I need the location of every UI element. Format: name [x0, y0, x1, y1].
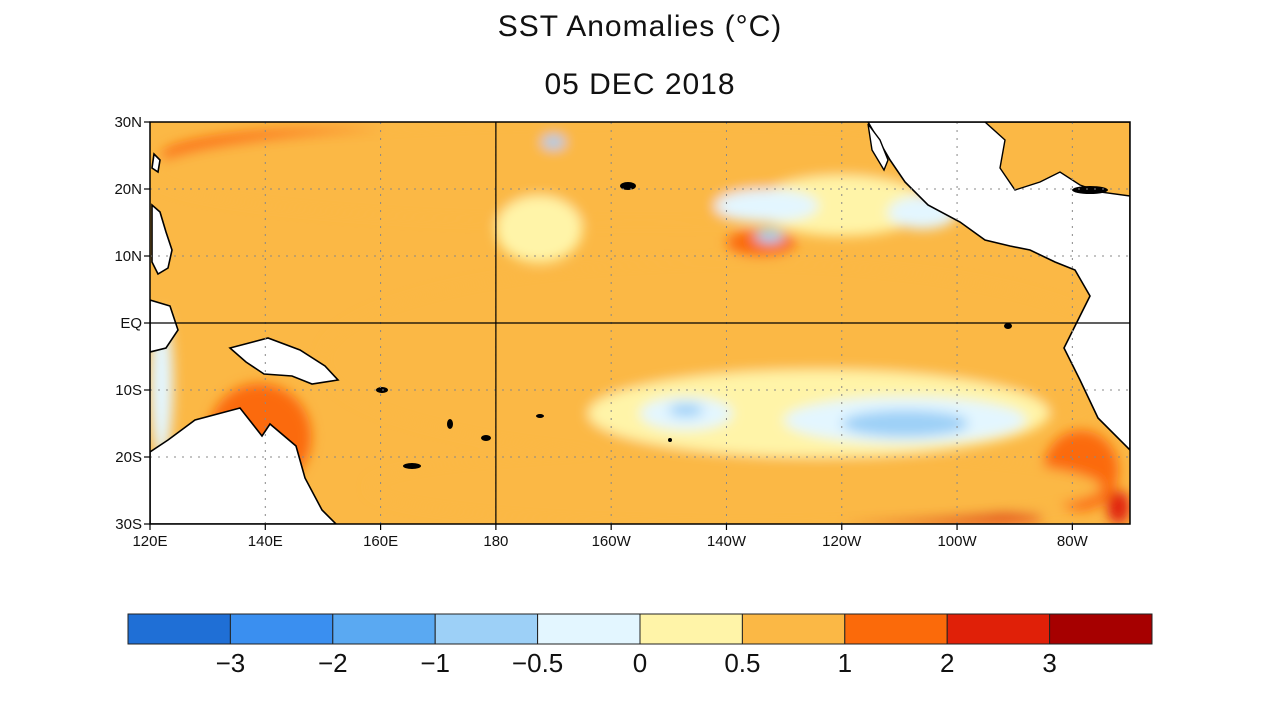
colorbar-swatch	[639, 613, 743, 645]
anomaly-region-15	[495, 195, 583, 263]
map-date: 05 DEC 2018	[544, 68, 736, 101]
lat-tick-label: EQ	[120, 315, 142, 332]
anomaly-region-19	[714, 189, 819, 223]
colorbar-swatch	[946, 613, 1051, 645]
land-taiwan	[151, 152, 161, 174]
land-baja	[867, 123, 889, 172]
colorbar-tick-label: −1	[420, 648, 450, 678]
island-cuba	[1072, 186, 1108, 194]
gulf-of-mexico	[983, 122, 1130, 197]
lat-tick-label: 20N	[114, 181, 142, 198]
map-axes: 120E 140E 160E 180 160W 140W 120W 100W 80W 30N 20N…	[114, 114, 1088, 550]
colorbar-tick-label: 3	[1042, 648, 1056, 678]
land-new-guinea	[228, 337, 340, 385]
colorbar: −3 −2 −1 −0.5 0 0.5 1 2 3	[127, 613, 1153, 678]
lon-tick-label: 100W	[937, 533, 977, 550]
colorbar-swatch	[229, 613, 334, 645]
colorbar-swatch	[127, 613, 231, 645]
anomaly-region-10	[1106, 490, 1130, 524]
land-maritime-continent	[150, 299, 179, 353]
land-philippines	[151, 203, 173, 276]
lon-tick-label: 120W	[822, 533, 862, 550]
colorbar-tick-label: −0.5	[512, 648, 563, 678]
colorbar-swatch	[741, 613, 846, 645]
map-title: SST Anomalies (°C)	[497, 10, 783, 43]
island-vanuatu	[447, 419, 453, 429]
colorbar-swatch	[332, 613, 436, 645]
graticule	[150, 122, 1130, 524]
lon-tick-label: 160W	[592, 533, 632, 550]
lat-tick-label: 10N	[114, 248, 142, 265]
colorbar-tick-label: 2	[940, 648, 954, 678]
island-tahiti	[668, 438, 672, 442]
lat-tick-label: 10S	[115, 382, 142, 399]
lat-tick-label: 20S	[115, 449, 142, 466]
lat-tick-label: 30N	[114, 114, 142, 131]
anomaly-region-25	[542, 135, 566, 149]
island-fiji	[481, 435, 491, 441]
lon-tick-label: 140E	[248, 533, 283, 550]
lon-tick-label: 180	[483, 533, 508, 550]
anomaly-region-16	[755, 175, 929, 236]
landmasses	[150, 122, 1130, 524]
anomaly-region-23	[668, 403, 704, 417]
colorbar-swatch	[1049, 613, 1153, 645]
colorbar-tick-label: 0	[633, 648, 647, 678]
colorbar-swatch	[434, 613, 539, 645]
island-hawaii	[620, 182, 636, 190]
lon-tick-label: 120E	[132, 533, 167, 550]
colorbar-swatch	[844, 613, 948, 645]
anomaly-region-13	[369, 450, 1102, 524]
colorbar-tick-label: 0.5	[724, 648, 760, 678]
land-americas	[867, 122, 1130, 452]
island-samoa	[536, 414, 544, 418]
lon-tick-label: 140W	[707, 533, 747, 550]
colorbar-tick-label: −3	[216, 648, 246, 678]
colorbar-tick-label: 1	[838, 648, 852, 678]
anomaly-region-24	[755, 229, 785, 243]
island-new-caledonia	[403, 463, 421, 469]
colorbar-tick-label: −2	[318, 648, 348, 678]
lon-tick-label: 160E	[363, 533, 398, 550]
land-australia	[150, 407, 338, 524]
anomaly-region-22	[841, 410, 969, 437]
island-galapagos	[1004, 323, 1012, 329]
colorbar-swatch	[537, 613, 641, 645]
lon-tick-label: 80W	[1057, 533, 1089, 550]
lat-tick-label: 30S	[115, 516, 142, 533]
